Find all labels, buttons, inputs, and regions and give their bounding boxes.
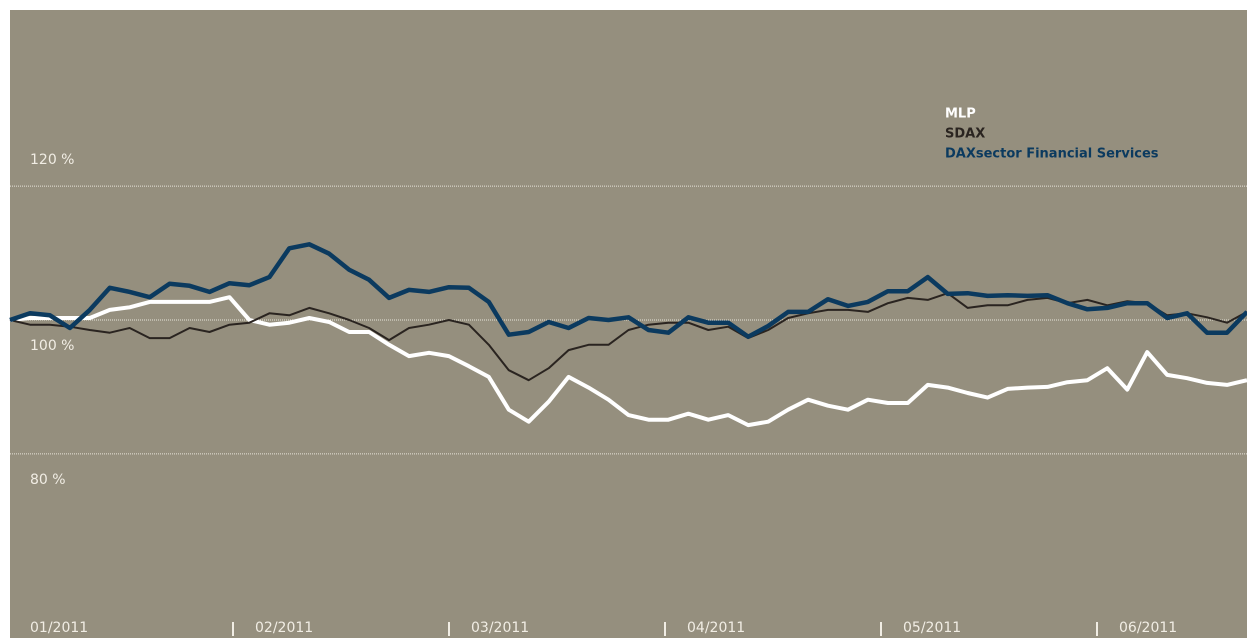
x-tick-label: 05/2011: [903, 620, 961, 636]
y-tick-label: 80 %: [30, 472, 66, 488]
legend-entry: MLP: [945, 107, 976, 122]
series-line: [9, 295, 1247, 428]
x-tick-label: 06/2011: [1119, 620, 1177, 636]
x-tick-label: 02/2011: [255, 620, 313, 636]
legend-entry: SDAX: [945, 127, 985, 142]
x-tick-label: 01/2011: [30, 620, 88, 636]
y-tick-label: 100 %: [30, 338, 74, 354]
series-line: [9, 242, 1247, 339]
legend-entry: DAXsector Financial Services: [945, 147, 1159, 162]
plot-background: [10, 10, 1247, 638]
y-tick-label: 120 %: [30, 152, 74, 168]
x-tick-label: 03/2011: [471, 620, 529, 636]
series-line: [9, 292, 1247, 382]
x-tick-label: 04/2011: [687, 620, 745, 636]
